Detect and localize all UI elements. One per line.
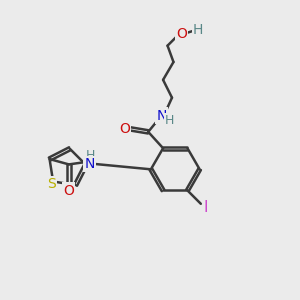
Text: H: H xyxy=(165,114,175,128)
Text: S: S xyxy=(47,177,56,191)
Text: N: N xyxy=(85,157,95,171)
Text: O: O xyxy=(176,27,187,41)
Text: I: I xyxy=(204,200,208,215)
Text: H: H xyxy=(85,149,95,162)
Text: H: H xyxy=(193,23,203,37)
Text: O: O xyxy=(119,122,130,136)
Text: N: N xyxy=(156,109,167,122)
Text: O: O xyxy=(63,184,74,198)
